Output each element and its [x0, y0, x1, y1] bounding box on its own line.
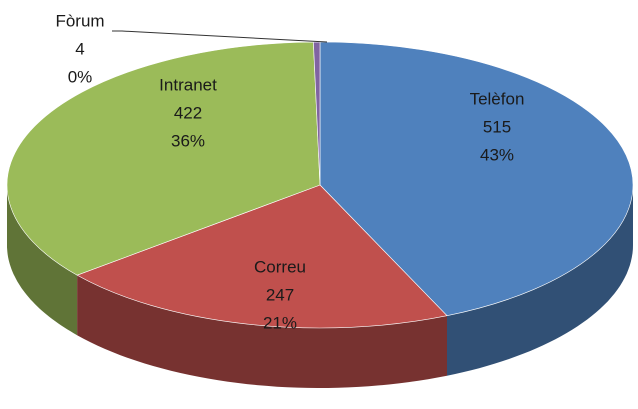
- slice-value-label: 422: [174, 103, 202, 122]
- slice: [6, 41, 321, 276]
- slice-side: [77, 275, 447, 388]
- slice-label: Fòrum: [55, 11, 104, 30]
- slice-side: [7, 185, 78, 336]
- slice-value-label: 515: [483, 117, 511, 136]
- slice: [319, 41, 634, 317]
- slice-value-label: 4: [75, 39, 84, 58]
- slice: [76, 184, 448, 329]
- slice-percent-label: 36%: [171, 131, 205, 150]
- slice-side: [447, 185, 633, 376]
- slice-percent-label: 21%: [263, 313, 297, 332]
- slice-label: Telèfon: [470, 89, 525, 108]
- slice-value-label: 247: [266, 285, 294, 304]
- leader-line: [112, 30, 328, 43]
- slice-label: Correu: [254, 257, 306, 276]
- slice-percent-label: 43%: [480, 145, 514, 164]
- slice-percent-label: 0%: [68, 67, 93, 86]
- slice-label: Intranet: [159, 75, 217, 94]
